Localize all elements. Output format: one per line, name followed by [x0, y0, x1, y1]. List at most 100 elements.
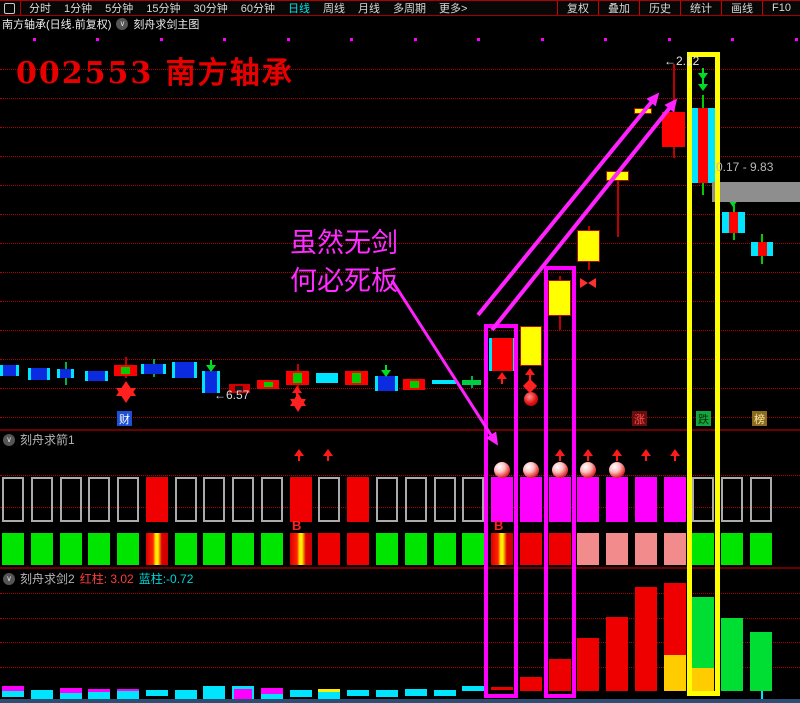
tab-period-monthly[interactable]: 月线: [358, 3, 380, 15]
signal-cell: [606, 477, 628, 522]
button-history[interactable]: 历史: [639, 1, 680, 15]
tick-dot: [414, 38, 417, 41]
badge-cai: 财: [117, 411, 132, 426]
pearl-icon: [609, 462, 625, 478]
window-icon[interactable]: [4, 2, 15, 14]
gridline: [0, 127, 800, 128]
button-drawline[interactable]: 画线: [721, 1, 762, 15]
candle-wick: [672, 64, 675, 158]
up-arrow-stem: [674, 456, 676, 461]
tick-dot: [795, 38, 798, 41]
gridline: [0, 330, 800, 331]
collapse-icon[interactable]: ∨: [3, 572, 15, 585]
button-overlay[interactable]: 叠加: [598, 1, 639, 15]
more-menu[interactable]: 更多>: [439, 3, 468, 15]
candle-inner: [758, 242, 767, 256]
indicator-name[interactable]: 刻舟求剑主图: [133, 18, 200, 31]
signal-cell: [347, 477, 369, 522]
trend-cell: [520, 533, 542, 565]
histogram-bar: [117, 689, 139, 691]
histogram-bar: [203, 686, 225, 701]
tick-dot: [477, 38, 480, 41]
button-stats[interactable]: 统计: [680, 1, 721, 15]
gridline: [0, 243, 800, 244]
panel2-blue-value: 蓝柱:-0.72: [138, 572, 194, 586]
flower-icon: [116, 388, 136, 403]
signal-cell-empty: [232, 477, 254, 522]
signal-cell: [577, 477, 599, 522]
signal-cell-empty: [405, 477, 427, 522]
histogram-bar: [88, 689, 110, 692]
signal-cell-empty: [117, 477, 139, 522]
candlestick: [141, 364, 166, 374]
down-arrow-icon: [728, 200, 738, 207]
chart-header: 南方轴承(日线.前复权) ∨ 刻舟求剑主图: [2, 17, 200, 31]
signal-cell-empty: [462, 477, 484, 522]
trend-cell: [203, 533, 225, 565]
candlestick: [172, 362, 197, 378]
measure-box: [712, 182, 800, 202]
trend-cell: [462, 533, 484, 565]
gridline: [0, 69, 800, 70]
tick-dot: [350, 38, 353, 41]
candlestick: [432, 380, 456, 384]
toolbar-right-buttons: 复权 叠加 历史 统计 画线 F10: [557, 1, 800, 15]
candlestick: [0, 365, 19, 376]
down-arrow-stem: [702, 68, 704, 73]
down-arrow-icon: [698, 73, 708, 80]
gridline: [0, 185, 800, 186]
tab-period-5[interactable]: 60分钟: [240, 3, 275, 15]
up-arrow-stem: [501, 379, 503, 384]
histogram-bar: [664, 583, 686, 655]
histogram-bar: [290, 690, 312, 697]
trend-cell: [606, 533, 628, 565]
histogram-bar: [60, 688, 82, 693]
tab-period-1[interactable]: 1分钟: [64, 3, 93, 15]
bottom-scrollbar[interactable]: [0, 699, 800, 703]
tab-period-4[interactable]: 30分钟: [193, 3, 228, 15]
histogram-bar: [462, 686, 484, 691]
up-arrow-stem: [587, 456, 589, 461]
collapse-icon[interactable]: ∨: [3, 433, 15, 446]
signal-cell: [549, 477, 571, 522]
down-arrow-icon: [206, 365, 216, 372]
tab-period-multi[interactable]: 多周期: [393, 3, 426, 15]
signal-cell: [491, 477, 513, 522]
candle-inner: [235, 386, 243, 391]
down-arrow-stem: [702, 79, 704, 84]
signal-cell-empty: [203, 477, 225, 522]
button-f10[interactable]: F10: [762, 1, 800, 15]
trend-cell: [117, 533, 139, 565]
down-arrow-stem: [385, 365, 387, 370]
up-arrow-stem: [559, 456, 561, 461]
badge-zhang: 涨: [632, 411, 647, 426]
panel2-red-value: 红柱: 3.02: [79, 572, 134, 586]
trend-cell: [232, 533, 254, 565]
up-arrow-stem: [327, 456, 329, 461]
tab-period-daily[interactable]: 日线: [288, 3, 310, 15]
stock-label: 002553 南方轴承: [16, 56, 294, 91]
trend-cell: [146, 533, 168, 565]
gridline: [0, 507, 800, 508]
gridline: [0, 642, 800, 643]
candlestick: [462, 380, 481, 385]
trend-cell: [434, 533, 456, 565]
tab-period-weekly[interactable]: 周线: [323, 3, 345, 15]
tab-period-0[interactable]: 分时: [29, 3, 51, 15]
tab-period-2[interactable]: 5分钟: [105, 3, 134, 15]
coin-icon: [524, 392, 538, 406]
tick-dot: [604, 38, 607, 41]
panel1-title: 刻舟求箭1: [20, 433, 75, 447]
signal-cell: [520, 477, 542, 522]
button-fuquan[interactable]: 复权: [557, 1, 598, 15]
candlestick: [202, 371, 220, 393]
histogram-bar: [347, 690, 369, 696]
trend-cell: [549, 533, 571, 565]
collapse-icon[interactable]: ∨: [116, 17, 129, 30]
tick-dot: [96, 38, 99, 41]
price-range-label: 0.17 - 9.83: [716, 160, 774, 174]
signal-cell-empty: [721, 477, 743, 522]
up-arrow-icon: [670, 449, 680, 456]
tab-period-3[interactable]: 15分钟: [146, 3, 181, 15]
